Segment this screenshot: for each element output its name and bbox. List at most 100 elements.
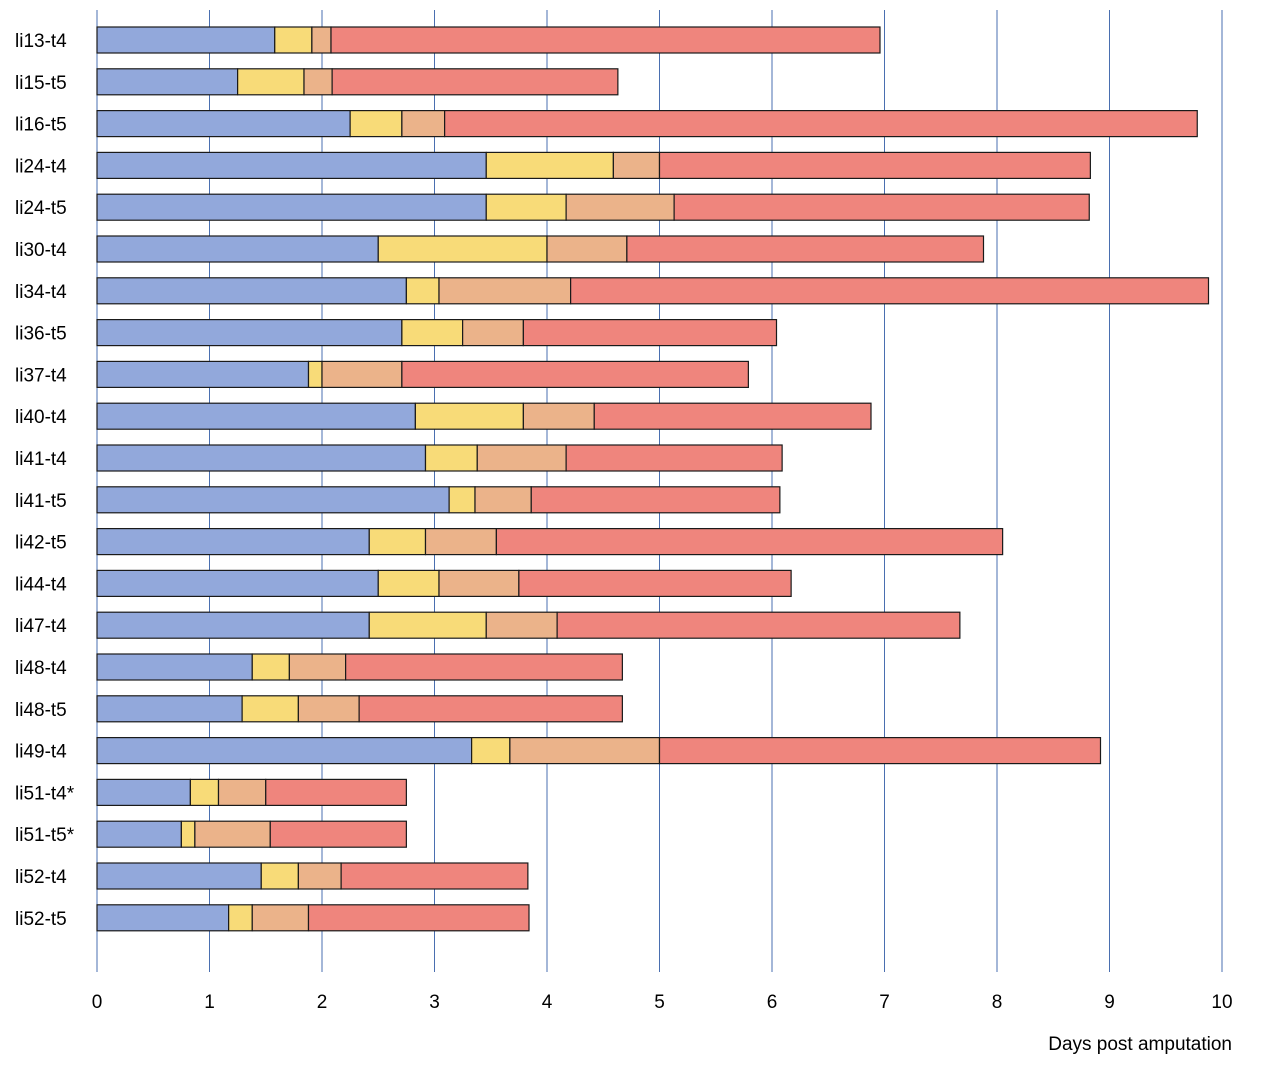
bar-segment bbox=[626, 235, 985, 263]
x-tick-label: 9 bbox=[1104, 992, 1115, 1013]
bar-segment bbox=[570, 277, 1210, 305]
bar-segment bbox=[194, 820, 271, 848]
bar-segment bbox=[438, 569, 520, 598]
bar-segment bbox=[96, 862, 262, 890]
x-tick-label: 8 bbox=[992, 992, 1003, 1013]
bar-segment bbox=[241, 695, 299, 723]
bar-segment bbox=[217, 778, 267, 807]
bar-segment bbox=[593, 402, 872, 430]
bar-segment bbox=[474, 486, 532, 514]
category-label: li47-t4 bbox=[15, 616, 67, 637]
bar-segment bbox=[96, 527, 370, 556]
category-label: li52-t4 bbox=[15, 867, 67, 888]
bar-segment bbox=[96, 820, 182, 848]
x-tick-label: 3 bbox=[429, 992, 440, 1013]
bar-segment bbox=[96, 319, 403, 347]
bar-segment bbox=[96, 68, 239, 96]
bar-segment bbox=[565, 193, 675, 221]
bar-segment bbox=[321, 360, 403, 388]
bar-segment bbox=[349, 109, 403, 138]
bar-segment bbox=[405, 277, 440, 305]
bar-segment bbox=[251, 653, 290, 681]
bar-segment bbox=[401, 109, 446, 138]
bar-segment bbox=[377, 569, 440, 598]
bar-segment bbox=[368, 611, 487, 639]
bar-segment bbox=[377, 235, 548, 263]
bar-segment bbox=[476, 444, 567, 472]
bar-segment bbox=[96, 904, 230, 932]
bar-segment bbox=[414, 402, 524, 430]
bar-segment bbox=[518, 569, 792, 598]
bar-segment bbox=[96, 736, 473, 765]
category-label: li24-t5 bbox=[15, 198, 67, 219]
category-label: li41-t5 bbox=[15, 491, 67, 512]
bar-segment bbox=[330, 26, 881, 54]
bar-segment bbox=[96, 778, 191, 807]
x-tick-label: 10 bbox=[1211, 992, 1232, 1013]
bar-segment bbox=[448, 486, 476, 514]
bar-segment bbox=[522, 402, 595, 430]
bar-segment bbox=[438, 277, 572, 305]
bar-segment bbox=[96, 109, 351, 138]
x-tick-label: 5 bbox=[654, 992, 665, 1013]
bar-segment bbox=[462, 319, 524, 347]
bar-segment bbox=[228, 904, 253, 932]
bar-segment bbox=[485, 151, 614, 179]
category-label: li37-t4 bbox=[15, 365, 67, 386]
bar-segment bbox=[565, 444, 783, 472]
bar-segment bbox=[307, 360, 323, 388]
bar-segment bbox=[556, 611, 961, 639]
category-label: li48-t5 bbox=[15, 700, 67, 721]
bar-segment bbox=[424, 527, 497, 556]
bar-segment bbox=[485, 193, 567, 221]
category-label: li34-t4 bbox=[15, 282, 67, 303]
bar-segment bbox=[96, 444, 427, 472]
bar-segment bbox=[269, 820, 407, 848]
category-label: li16-t5 bbox=[15, 115, 67, 136]
bar-segment bbox=[495, 527, 1004, 556]
bar-segment bbox=[96, 151, 487, 179]
bar-segment bbox=[96, 235, 379, 263]
bar-segment bbox=[96, 402, 416, 430]
bar-segment bbox=[288, 653, 347, 681]
bar-segment bbox=[471, 736, 511, 765]
x-axis-title: Days post amputation bbox=[1048, 1034, 1232, 1055]
bar-segment bbox=[311, 26, 332, 54]
bar-segment bbox=[658, 736, 1102, 765]
x-tick-label: 0 bbox=[92, 992, 103, 1013]
bar-segment bbox=[331, 68, 619, 96]
bar-segment bbox=[546, 235, 628, 263]
bar-segment bbox=[345, 653, 623, 681]
category-label: li30-t4 bbox=[15, 240, 67, 261]
bar-segment bbox=[401, 319, 464, 347]
bar-segment bbox=[237, 68, 305, 96]
category-labels: li13-t4 li15-t5 li16-t5 li24-t4 li24-t5 li30-… bbox=[15, 31, 75, 930]
bar-segment bbox=[96, 193, 487, 221]
category-label: li52-t5 bbox=[15, 909, 67, 930]
bar-segment bbox=[96, 653, 253, 681]
bar-segment bbox=[180, 820, 196, 848]
bars bbox=[96, 26, 1210, 932]
category-label: li24-t4 bbox=[15, 156, 67, 177]
bar-segment bbox=[530, 486, 781, 514]
bar-segment bbox=[96, 26, 276, 54]
bar-segment bbox=[522, 319, 778, 347]
category-label: li36-t5 bbox=[15, 324, 67, 345]
bar-segment bbox=[274, 26, 313, 54]
bar-segment bbox=[96, 277, 407, 305]
category-label: li13-t4 bbox=[15, 31, 67, 52]
category-label: li15-t5 bbox=[15, 73, 67, 94]
category-label: li41-t4 bbox=[15, 449, 67, 470]
x-tick-label: 6 bbox=[767, 992, 778, 1013]
bar-segment bbox=[260, 862, 299, 890]
bar-segment bbox=[303, 68, 333, 96]
x-tick-label: 7 bbox=[879, 992, 890, 1013]
category-label: li51-t4* bbox=[15, 783, 75, 804]
bar-segment bbox=[96, 486, 450, 514]
bar-segment bbox=[307, 904, 530, 932]
bar-segment bbox=[251, 904, 310, 932]
bar-segment bbox=[96, 611, 370, 639]
category-label: li51-t5* bbox=[15, 825, 75, 846]
x-tick-label: 2 bbox=[317, 992, 328, 1013]
